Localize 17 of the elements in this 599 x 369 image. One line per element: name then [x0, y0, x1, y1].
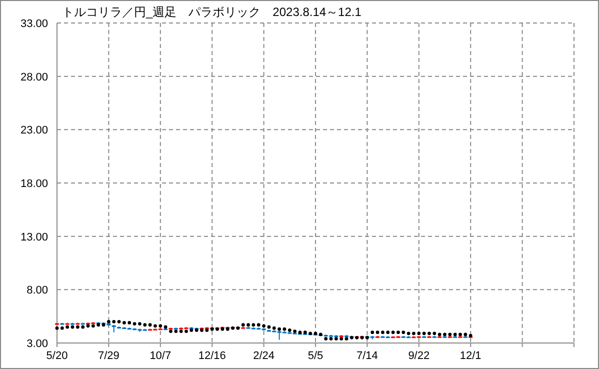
y-tick-label: 33.00	[20, 18, 48, 30]
y-tick-label: 13.00	[20, 231, 48, 244]
x-tick-label: 12/16	[198, 350, 226, 362]
y-tick-label: 18.00	[20, 178, 48, 190]
x-tick-label: 10/7	[150, 350, 172, 362]
x-tick-label: 12/1	[460, 350, 482, 362]
x-tick-label: 5/5	[308, 350, 324, 362]
y-tick-label: 3.00	[26, 338, 48, 350]
y-tick-label: 23.00	[20, 124, 48, 137]
x-tick-label: 2/24	[253, 350, 275, 362]
x-tick-label: 5/20	[46, 350, 68, 362]
y-tick-label: 8.00	[26, 284, 48, 297]
x-tick-label: 9/22	[408, 350, 430, 362]
x-tick-label: 7/14	[356, 350, 378, 362]
x-tick-label: 7/29	[98, 350, 120, 362]
chart-title: トルコリラ／円_週足 パラボリック 2023.8.14～12.1	[62, 5, 362, 19]
y-tick-label: 28.00	[20, 71, 48, 84]
